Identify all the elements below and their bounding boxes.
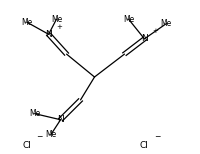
Text: N: N — [57, 115, 64, 124]
Text: Me: Me — [29, 109, 40, 118]
Text: Me: Me — [122, 14, 133, 24]
Text: N: N — [140, 34, 147, 43]
Text: N: N — [45, 30, 52, 39]
Text: Me: Me — [51, 14, 62, 24]
Text: Cl: Cl — [22, 141, 31, 150]
Text: +: + — [56, 24, 62, 30]
Text: −: − — [153, 132, 160, 141]
Text: Cl: Cl — [139, 141, 148, 150]
Text: Me: Me — [160, 19, 171, 28]
Text: Me: Me — [45, 130, 56, 140]
Text: +: + — [152, 28, 157, 34]
Text: Me: Me — [21, 18, 32, 26]
Text: −: − — [36, 132, 43, 141]
